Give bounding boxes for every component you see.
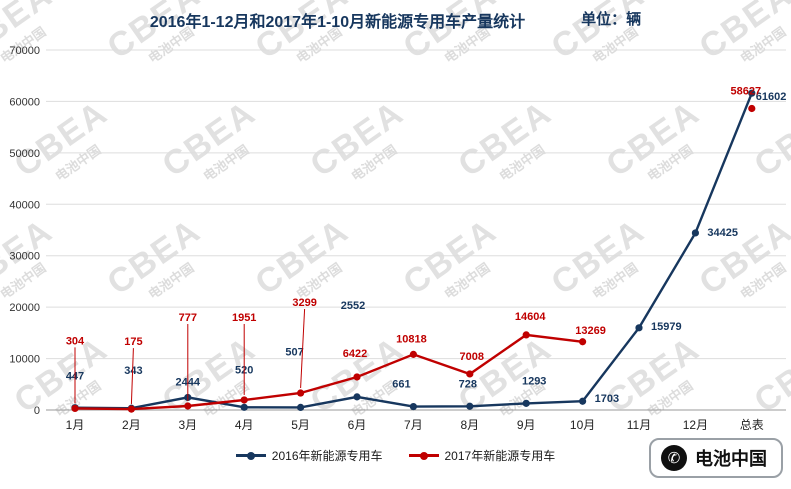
- x-axis-label: 3月: [178, 418, 197, 432]
- label-leader-line: [130, 348, 134, 405]
- data-label: 777: [179, 312, 197, 324]
- legend-marker-2016: [235, 451, 266, 460]
- x-axis-label: 12月: [683, 418, 708, 432]
- series-line: [74, 333, 583, 411]
- x-axis-label: 总表: [740, 418, 764, 432]
- data-point: [353, 393, 361, 401]
- legend-dot: [246, 451, 255, 460]
- data-point: [184, 402, 192, 410]
- data-point: [240, 403, 248, 411]
- x-axis-label: 2月: [122, 418, 141, 432]
- data-point: [353, 373, 361, 381]
- data-point: [127, 405, 135, 413]
- y-tick-label: 0: [34, 405, 40, 417]
- legend-item-2016: 2016年新能源专用车: [235, 447, 383, 464]
- data-point: [748, 89, 756, 97]
- legend-label-2017: 2017年新能源专用车: [444, 449, 556, 463]
- data-point: [466, 370, 474, 378]
- data-label: 7008: [460, 351, 484, 363]
- data-label: 1293: [522, 375, 546, 387]
- y-tick-label: 50000: [9, 148, 40, 160]
- data-label: 34425: [707, 227, 738, 239]
- x-axis-label: 5月: [291, 418, 310, 432]
- data-point: [297, 403, 305, 411]
- unit-label: 单位：辆: [581, 11, 642, 28]
- x-axis-label: 11月: [627, 418, 651, 432]
- data-point: [240, 396, 248, 404]
- chart-title: 2016年1-12月和2017年1-10月新能源专用车产量统计: [149, 14, 526, 31]
- data-point: [579, 397, 587, 405]
- legend-label-2016: 2016年新能源专用车: [271, 449, 383, 463]
- phone-icon: ✆: [661, 445, 687, 471]
- x-axis-label: 10月: [570, 418, 595, 432]
- data-label: 728: [459, 378, 477, 390]
- data-label: 6422: [343, 348, 367, 360]
- y-tick-label: 60000: [9, 96, 40, 108]
- series-line: [74, 92, 753, 410]
- y-tick-label: 10000: [9, 354, 40, 366]
- data-label: 15979: [651, 321, 682, 333]
- data-point: [691, 229, 700, 237]
- data-label: 58627: [731, 85, 762, 97]
- data-label: 175: [124, 336, 142, 348]
- data-point: [409, 403, 417, 411]
- data-label: 14604: [515, 311, 546, 323]
- data-label: 3299: [292, 297, 316, 309]
- legend: 2016年新能源专用车 2017年新能源专用车: [0, 447, 791, 464]
- brand-logo: ✆ 电池中国: [649, 438, 783, 478]
- data-label: 10818: [396, 333, 427, 345]
- label-leader-line: [300, 309, 306, 389]
- data-point: [297, 389, 305, 397]
- legend-dot: [419, 451, 428, 460]
- data-label: 304: [66, 335, 85, 347]
- y-tick-label: 40000: [9, 199, 40, 211]
- y-tick-label: 30000: [9, 251, 40, 263]
- data-label: 1951: [232, 312, 256, 324]
- data-label: 343: [124, 365, 142, 377]
- legend-marker-2017: [408, 451, 439, 460]
- data-point: [748, 104, 756, 113]
- data-point: [579, 338, 587, 346]
- data-point: [466, 402, 474, 410]
- data-point: [522, 399, 530, 407]
- data-label: 61602: [756, 91, 787, 103]
- data-point: [635, 324, 643, 332]
- data-point: [522, 331, 530, 339]
- legend-item-2017: 2017年新能源专用车: [408, 447, 556, 464]
- y-tick-label: 70000: [9, 45, 40, 57]
- x-axis-label: 7月: [404, 418, 423, 432]
- x-axis-label: 8月: [460, 418, 479, 432]
- x-axis-label: 1月: [66, 418, 85, 432]
- x-axis-label: 4月: [235, 418, 254, 432]
- data-label: 507: [285, 346, 303, 358]
- x-axis-label: 9月: [517, 418, 536, 432]
- data-label: 1703: [595, 393, 619, 405]
- y-tick-label: 20000: [9, 302, 40, 314]
- data-point: [71, 404, 79, 413]
- data-label: 661: [392, 379, 410, 391]
- data-label: 2552: [341, 300, 365, 312]
- chart-header: 2016年1-12月和2017年1-10月新能源专用车产量统计 单位：辆: [0, 8, 791, 32]
- data-label: 13269: [575, 325, 606, 337]
- x-axis-label: 6月: [348, 418, 367, 432]
- data-point: [409, 350, 417, 358]
- brand-name: 电池中国: [695, 449, 767, 469]
